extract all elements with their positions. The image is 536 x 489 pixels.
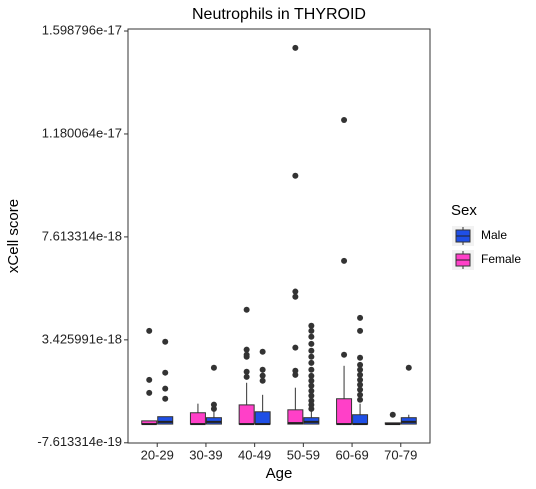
outlier: [357, 381, 364, 388]
legend-label: Male: [481, 228, 507, 242]
chart-title: Neutrophils in THYROID: [192, 6, 366, 23]
outlier: [292, 44, 299, 51]
x-tick-label: 20-29: [141, 447, 174, 462]
box: [157, 416, 174, 425]
outlier: [308, 366, 315, 373]
outlier: [357, 366, 364, 373]
outlier: [308, 327, 315, 334]
outlier: [341, 257, 348, 264]
outlier: [243, 373, 250, 380]
y-tick-label: -7.613314e-19: [37, 434, 122, 449]
outlier: [357, 354, 364, 361]
outlier: [308, 340, 315, 347]
outlier: [146, 327, 153, 334]
y-axis-label: xCell score: [5, 199, 22, 273]
outlier: [292, 367, 299, 374]
outlier: [243, 368, 250, 375]
outlier: [292, 293, 299, 300]
outlier: [357, 327, 364, 334]
outlier: [308, 372, 315, 379]
outlier: [243, 306, 250, 313]
outlier: [308, 377, 315, 384]
outlier: [308, 333, 315, 340]
outlier: [162, 385, 169, 392]
outlier: [162, 369, 169, 376]
outlier: [341, 116, 348, 123]
outlier: [259, 372, 266, 379]
outlier: [259, 377, 266, 384]
box: [254, 411, 271, 425]
box: [189, 412, 206, 425]
outlier: [389, 411, 396, 418]
plot-panel: [127, 28, 431, 444]
outlier: [292, 371, 299, 378]
legend-title: Sex: [451, 202, 477, 219]
box: [352, 414, 369, 425]
outlier: [308, 405, 315, 412]
outlier: [259, 366, 266, 373]
outlier: [292, 172, 299, 179]
x-tick-label: 40-49: [238, 447, 271, 462]
x-tick-label: 60-69: [335, 447, 368, 462]
y-tick-label: 1.598796e-17: [42, 22, 122, 37]
outlier: [357, 371, 364, 378]
outlier: [243, 353, 250, 360]
outlier: [357, 376, 364, 383]
box: [336, 398, 353, 425]
outlier: [210, 401, 217, 408]
outlier: [357, 396, 364, 403]
y-tick-label: 3.425991e-18: [42, 331, 122, 346]
outlier: [292, 288, 299, 295]
outlier: [308, 347, 315, 354]
outlier: [210, 364, 217, 371]
outlier: [292, 344, 299, 351]
outlier: [259, 348, 266, 355]
outlier: [146, 389, 153, 396]
outlier: [357, 314, 364, 321]
outlier: [341, 351, 348, 358]
box: [238, 404, 255, 425]
box: [287, 409, 304, 425]
outlier: [308, 353, 315, 360]
outlier: [308, 382, 315, 389]
outlier: [308, 397, 315, 404]
outlier: [210, 405, 217, 412]
outlier: [308, 322, 315, 329]
outlier: [357, 391, 364, 398]
x-tick-label: 50-59: [287, 447, 320, 462]
outlier: [357, 361, 364, 368]
legend-label: Female: [481, 252, 521, 266]
outlier: [405, 364, 412, 371]
outlier: [357, 386, 364, 393]
y-tick-label: 1.180064e-17: [42, 125, 122, 140]
outlier: [308, 387, 315, 394]
x-tick-label: 70-79: [384, 447, 417, 462]
x-axis-label: Age: [266, 465, 293, 482]
outlier: [308, 359, 315, 366]
outlier: [162, 395, 169, 402]
outlier: [308, 392, 315, 399]
y-tick-label: 7.613314e-18: [42, 228, 122, 243]
outlier: [243, 346, 250, 353]
x-tick-label: 30-39: [189, 447, 222, 462]
outlier: [146, 376, 153, 383]
outlier: [162, 338, 169, 345]
